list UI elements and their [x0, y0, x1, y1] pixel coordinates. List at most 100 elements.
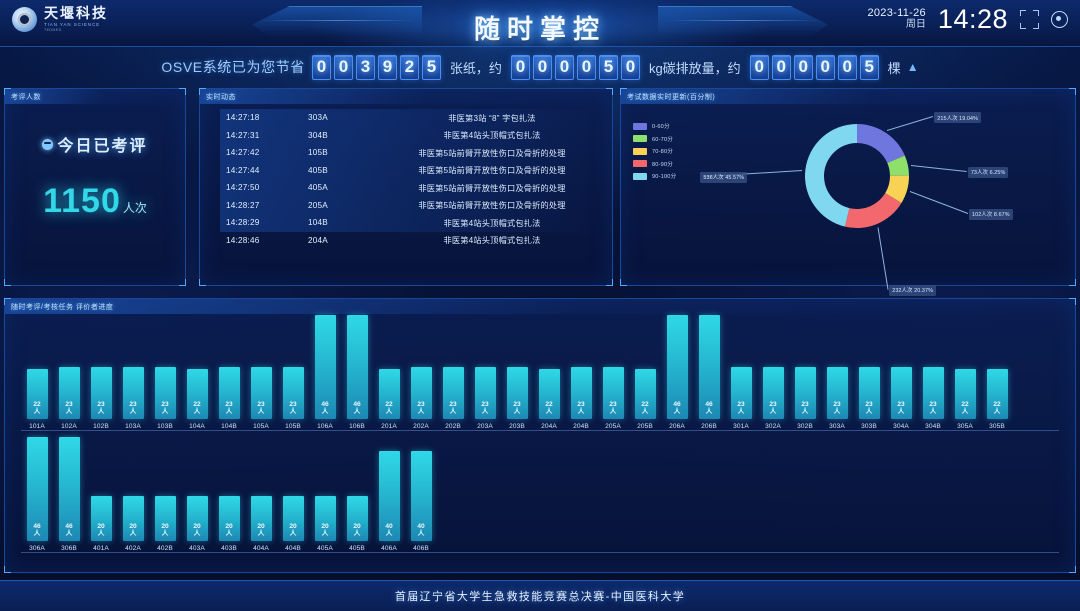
bar-column[interactable]: 20 人 — [314, 495, 336, 541]
bar-item[interactable]: 23 人 203B — [501, 367, 533, 430]
log-row[interactable]: 14:27:31 304B 非医第4站头顶帽式包扎法 — [220, 126, 598, 144]
bar-column[interactable]: 20 人 — [346, 495, 368, 541]
bar-item[interactable]: 23 人 105A — [245, 367, 277, 430]
bar-column[interactable]: 23 人 — [474, 367, 496, 419]
legend-item[interactable]: 70-80分 — [633, 147, 676, 155]
log-row[interactable]: 14:28:29 104B 非医第4站头顶帽式包扎法 — [220, 214, 598, 232]
bar-column[interactable]: 46 人 — [26, 437, 48, 541]
bar-column[interactable]: 22 人 — [378, 369, 400, 419]
bar-column[interactable]: 23 人 — [506, 367, 528, 419]
donut-legend[interactable]: 0-60分 60-70分 70-80分 80-90分 90-100分 — [633, 122, 676, 180]
bar-item[interactable]: 23 人 104B — [213, 367, 245, 430]
bar-column[interactable]: 23 人 — [922, 367, 944, 419]
bar-column[interactable]: 20 人 — [122, 495, 144, 541]
bar-column[interactable]: 23 人 — [890, 367, 912, 419]
bar-item[interactable]: 22 人 205B — [629, 369, 661, 430]
log-row[interactable]: 14:28:27 205A 非医第5站前臂开放性伤口及骨折的处理 — [220, 196, 598, 214]
bar-column[interactable]: 22 人 — [538, 369, 560, 419]
bar-column[interactable]: 46 人 — [58, 437, 80, 541]
bar-column[interactable]: 23 人 — [858, 367, 880, 419]
bar-item[interactable]: 46 人 206B — [693, 315, 725, 430]
bar-column[interactable]: 20 人 — [154, 495, 176, 541]
log-list[interactable]: 14:27:18 303A 非医第3站 “8” 字包扎法 14:27:31 304B 非医… — [220, 109, 598, 275]
bar-item[interactable]: 20 人 405A — [309, 495, 341, 552]
bar-item[interactable]: 22 人 104A — [181, 369, 213, 430]
bar-column[interactable]: 23 人 — [730, 367, 752, 419]
bar-item[interactable]: 20 人 402B — [149, 495, 181, 552]
bar-column[interactable]: 23 人 — [442, 367, 464, 419]
bar-column[interactable]: 46 人 — [314, 315, 336, 419]
donut-slice[interactable] — [887, 155, 909, 176]
bar-item[interactable]: 20 人 401A — [85, 495, 117, 552]
bar-item[interactable]: 46 人 206A — [661, 315, 693, 430]
legend-item[interactable]: 80-90分 — [633, 160, 676, 168]
bar-column[interactable]: 23 人 — [58, 367, 80, 419]
bar-column[interactable]: 22 人 — [26, 369, 48, 419]
bar-column[interactable]: 46 人 — [666, 315, 688, 419]
bar-column[interactable]: 20 人 — [250, 495, 272, 541]
bar-column[interactable]: 46 人 — [698, 315, 720, 419]
bar-item[interactable]: 23 人 303A — [821, 367, 853, 430]
bar-column[interactable]: 23 人 — [250, 367, 272, 419]
donut-slice[interactable] — [857, 124, 905, 164]
bar-column[interactable]: 23 人 — [794, 367, 816, 419]
bar-column[interactable]: 23 人 — [410, 367, 432, 419]
bar-column[interactable]: 20 人 — [218, 495, 240, 541]
log-row[interactable]: 14:27:18 303A 非医第3站 “8” 字包扎法 — [220, 109, 598, 127]
bar-item[interactable]: 23 人 304B — [917, 367, 949, 430]
bar-column[interactable]: 22 人 — [986, 369, 1008, 419]
bar-item[interactable]: 23 人 103B — [149, 367, 181, 430]
bar-item[interactable]: 20 人 405B — [341, 495, 373, 552]
log-row[interactable]: 14:27:42 105B 非医第5站前臂开放性伤口及骨折的处理 — [220, 144, 598, 162]
bar-column[interactable]: 23 人 — [282, 367, 304, 419]
bar-item[interactable]: 23 人 102B — [85, 367, 117, 430]
bar-column[interactable]: 23 人 — [154, 367, 176, 419]
bar-item[interactable]: 23 人 304A — [885, 367, 917, 430]
log-row[interactable]: 14:27:44 405B 非医第5站前臂开放性伤口及骨折的处理 — [220, 161, 598, 179]
bar-column[interactable]: 23 人 — [218, 367, 240, 419]
bar-item[interactable]: 20 人 404A — [245, 495, 277, 552]
legend-item[interactable]: 60-70分 — [633, 135, 676, 143]
bar-item[interactable]: 22 人 305B — [981, 369, 1013, 430]
bar-column[interactable]: 22 人 — [186, 369, 208, 419]
bar-item[interactable]: 23 人 102A — [53, 367, 85, 430]
bar-column[interactable]: 46 人 — [346, 315, 368, 419]
bar-item[interactable]: 23 人 205A — [597, 367, 629, 430]
bar-column[interactable]: 20 人 — [282, 495, 304, 541]
donut-slice[interactable] — [805, 124, 857, 227]
bar-item[interactable]: 22 人 204A — [533, 369, 565, 430]
legend-item[interactable]: 0-60分 — [633, 122, 676, 130]
donut-slice[interactable] — [885, 175, 909, 203]
bar-item[interactable]: 23 人 301A — [725, 367, 757, 430]
bar-item[interactable]: 20 人 403A — [181, 495, 213, 552]
bar-item[interactable]: 46 人 106A — [309, 315, 341, 430]
bar-item[interactable]: 22 人 201A — [373, 369, 405, 430]
bar-item[interactable]: 23 人 202A — [405, 367, 437, 430]
bar-column[interactable]: 20 人 — [186, 495, 208, 541]
donut-chart[interactable]: 215人次 19.04% 73人次 6.25% 102人次 8.67% 232人次 2… — [700, 112, 1013, 296]
log-row[interactable]: 14:27:50 405A 非医第5站前臂开放性伤口及骨折的处理 — [220, 179, 598, 197]
bar-item[interactable]: 20 人 403B — [213, 495, 245, 552]
bar-item[interactable]: 23 人 202B — [437, 367, 469, 430]
bar-item[interactable]: 23 人 203A — [469, 367, 501, 430]
bar-item[interactable]: 46 人 306A — [21, 437, 53, 552]
bar-column[interactable]: 22 人 — [634, 369, 656, 419]
bar-column[interactable]: 23 人 — [90, 367, 112, 419]
bar-item[interactable]: 23 人 302A — [757, 367, 789, 430]
bar-item[interactable]: 20 人 404B — [277, 495, 309, 552]
bar-item[interactable]: 23 人 303B — [853, 367, 885, 430]
bar-item[interactable]: 46 人 306B — [53, 437, 85, 552]
bar-column[interactable]: 40 人 — [378, 450, 400, 541]
bar-item[interactable]: 22 人 101A — [21, 369, 53, 430]
bar-item[interactable]: 23 人 103A — [117, 367, 149, 430]
bar-item[interactable]: 40 人 406B — [405, 450, 437, 552]
bar-column[interactable]: 23 人 — [602, 367, 624, 419]
bar-column[interactable]: 23 人 — [762, 367, 784, 419]
donut-slice[interactable] — [844, 193, 902, 228]
bar-column[interactable]: 20 人 — [90, 495, 112, 541]
bar-column[interactable]: 23 人 — [570, 367, 592, 419]
bar-item[interactable]: 23 人 105B — [277, 367, 309, 430]
bar-item[interactable]: 22 人 305A — [949, 369, 981, 430]
bar-column[interactable]: 23 人 — [122, 367, 144, 419]
bar-column[interactable]: 40 人 — [410, 450, 432, 541]
